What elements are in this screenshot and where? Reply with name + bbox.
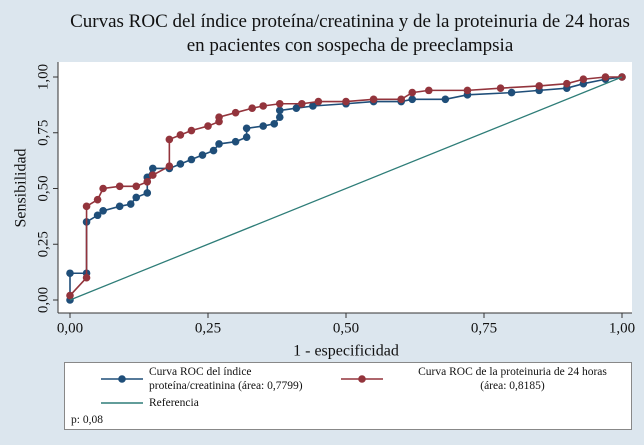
- point: [397, 95, 406, 104]
- point: [425, 86, 433, 95]
- point: [215, 140, 223, 148]
- point: [309, 102, 317, 110]
- point: [115, 202, 124, 211]
- point: [535, 82, 543, 90]
- point: [275, 113, 284, 121]
- x-tick-label: 0,00: [57, 320, 83, 336]
- point: [292, 104, 301, 113]
- point: [275, 99, 284, 108]
- point: [242, 124, 251, 133]
- point: [165, 162, 174, 170]
- point: [99, 184, 107, 193]
- x-tick-label: 0,75: [471, 320, 497, 336]
- point: [496, 84, 505, 92]
- legend-marker: [118, 375, 126, 383]
- point: [82, 202, 91, 211]
- point: [82, 273, 91, 282]
- legend-marker: [358, 375, 366, 383]
- y-tick-label: 0,75: [35, 120, 51, 146]
- point: [259, 122, 268, 130]
- point: [66, 269, 74, 278]
- point: [369, 95, 378, 104]
- point: [149, 171, 157, 179]
- point: [270, 120, 279, 128]
- legend-label: Referencia: [149, 397, 199, 409]
- point: [93, 195, 102, 204]
- point: [231, 137, 240, 146]
- point: [126, 200, 135, 208]
- point: [408, 88, 417, 97]
- point: [579, 75, 588, 84]
- point: [165, 135, 174, 144]
- point: [298, 99, 306, 108]
- legend-symbols: [101, 375, 383, 404]
- point: [176, 131, 185, 139]
- legend-label: Curva ROC del índice proteína/creatinina…: [149, 366, 303, 392]
- y-tick-label: 0,00: [35, 287, 51, 313]
- point: [187, 126, 196, 135]
- legend: Curva ROC del índice proteína/creatinina…: [64, 362, 632, 430]
- x-tick-label: 0,50: [333, 320, 359, 336]
- point: [563, 79, 571, 88]
- point: [441, 95, 450, 104]
- point: [601, 73, 610, 81]
- point: [187, 155, 196, 164]
- legend-label: Curva ROC de la proteinuria de 24 horas …: [418, 366, 607, 392]
- point: [132, 182, 141, 191]
- point: [209, 146, 218, 155]
- point: [242, 133, 251, 142]
- series-line: [69, 76, 623, 301]
- y-tick-label: 1,00: [35, 64, 51, 90]
- annotation: p: 0,08: [71, 414, 103, 426]
- point: [259, 102, 268, 110]
- point: [215, 113, 223, 121]
- x-axis-label: 1 - especificidad: [293, 343, 399, 360]
- point: [342, 97, 350, 106]
- point: [248, 104, 256, 113]
- chart-title: Curvas ROC del índice proteína/creatinin…: [70, 11, 630, 56]
- x-tick-label: 0,25: [195, 320, 221, 336]
- point: [93, 211, 102, 220]
- y-tick-label: 0,25: [35, 231, 51, 257]
- point: [231, 108, 240, 117]
- x-tick-label: 1,00: [609, 320, 635, 336]
- point: [204, 122, 212, 130]
- point: [463, 86, 472, 95]
- point: [198, 151, 207, 159]
- point: [507, 88, 516, 97]
- point: [275, 106, 284, 115]
- point: [408, 95, 417, 104]
- point: [143, 178, 152, 186]
- y-axis-label: Sensibilidad: [13, 148, 30, 227]
- series-line: [69, 76, 622, 297]
- point: [115, 182, 124, 191]
- point: [143, 189, 152, 197]
- y-tick-label: 0,50: [35, 175, 51, 201]
- point: [314, 97, 323, 106]
- point: [149, 164, 157, 173]
- point: [132, 193, 141, 202]
- point: [66, 291, 74, 300]
- point: [99, 207, 107, 215]
- point: [176, 160, 185, 168]
